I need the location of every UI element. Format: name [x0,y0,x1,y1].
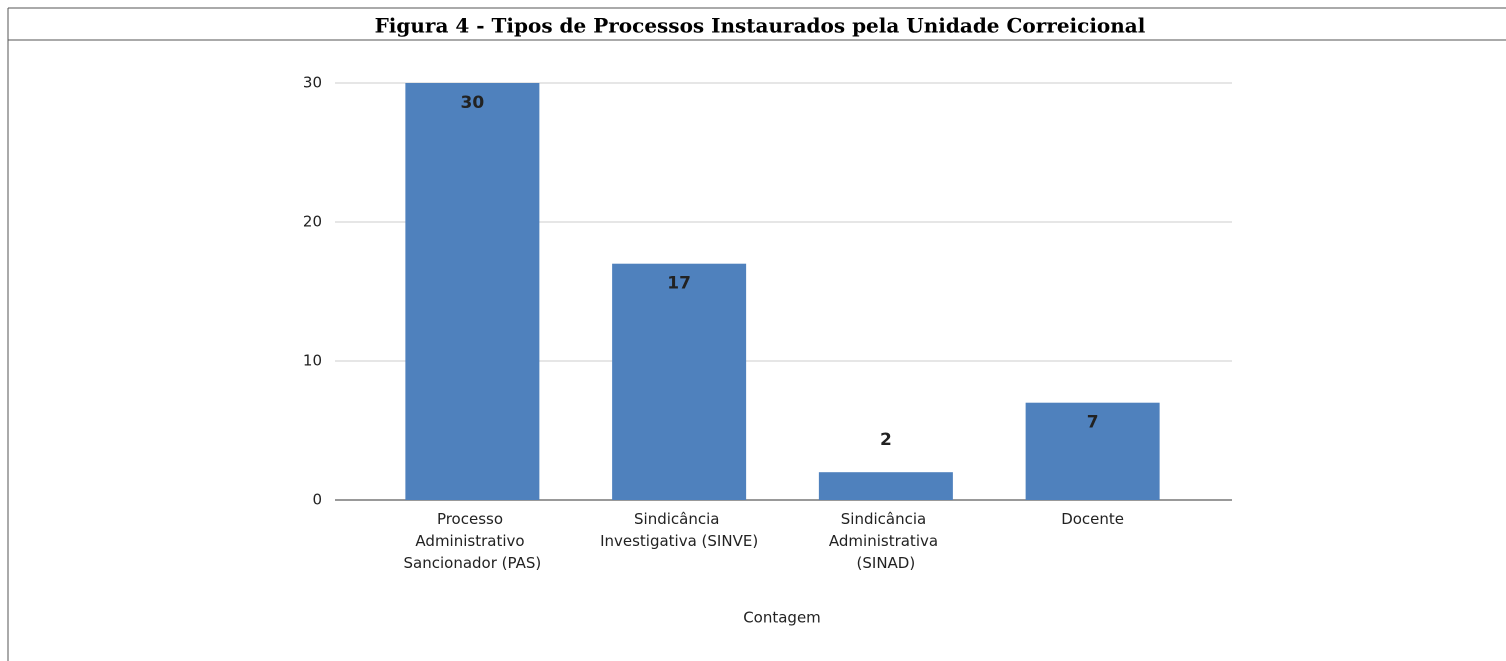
data-label: 17 [667,274,691,294]
y-tick-label: 0 [312,491,322,509]
bar [405,83,540,500]
y-tick-label: 20 [303,213,322,231]
data-label: 30 [461,93,485,113]
y-tick-label: 30 [303,74,322,92]
x-axis-label: Contagem [743,609,821,627]
x-tick-label: Sindicância Administrativa (SINAD) [829,510,943,572]
bar [1025,402,1160,500]
x-tick-label: Docente [1061,510,1124,528]
bar [612,263,747,500]
x-tick-label: Sindicância Investigativa (SINVE) [600,510,758,550]
bar [818,472,953,500]
y-tick-label: 10 [303,352,322,370]
data-label: 2 [880,430,892,450]
x-tick-label: Processo Administrativo Sancionador (PAS… [404,510,542,572]
chart-title: Figura 4 - Tipos de Processos Instaurado… [375,14,1146,38]
data-label: 7 [1087,413,1099,433]
